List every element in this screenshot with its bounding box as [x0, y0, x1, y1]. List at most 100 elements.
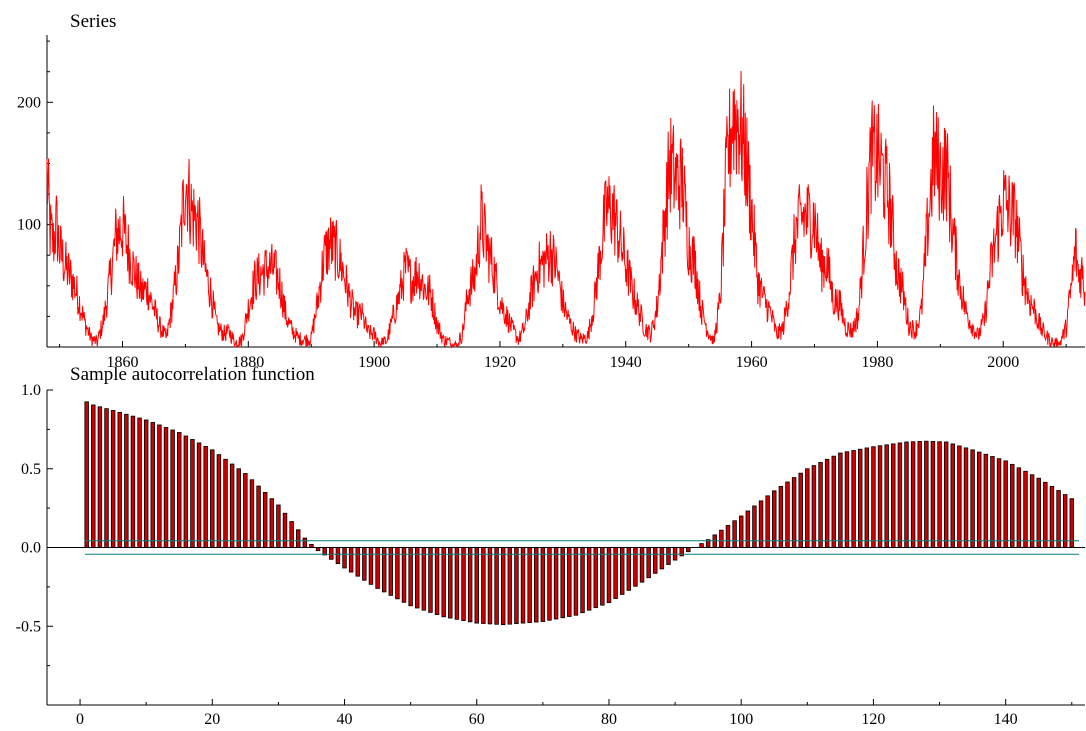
- acf-bar: [467, 547, 473, 623]
- acf-bar: [183, 435, 189, 548]
- acf-bar: [891, 443, 896, 548]
- acf-bar: [943, 441, 949, 548]
- acf-bar: [527, 547, 532, 623]
- acf-bar: [600, 547, 605, 606]
- acf-x-tick-label: 0: [76, 711, 84, 728]
- acf-bar: [520, 547, 526, 624]
- acf-bar: [686, 547, 691, 553]
- acf-bar: [699, 543, 704, 548]
- acf-bar: [335, 547, 341, 565]
- acf-bar: [269, 498, 275, 548]
- acf-bar: [851, 450, 856, 548]
- acf-bar: [1069, 498, 1074, 548]
- acf-bar: [302, 537, 308, 548]
- acf-bar: [798, 472, 803, 548]
- acf-bar: [785, 481, 790, 548]
- acf-bar: [289, 521, 294, 548]
- acf-bar: [553, 547, 559, 620]
- acf-bar: [547, 547, 552, 621]
- acf-bar: [772, 490, 777, 548]
- acf-bar: [130, 415, 136, 548]
- acf-bar: [282, 512, 288, 548]
- acf-bar: [117, 411, 122, 548]
- acf-bar: [738, 515, 744, 548]
- acf-bar: [857, 448, 863, 548]
- acf-bar: [157, 424, 162, 548]
- acf-x-tick-label: 20: [204, 711, 220, 728]
- acf-bar: [824, 458, 830, 548]
- acf-bar: [262, 491, 268, 548]
- acf-bar: [104, 408, 109, 548]
- series-x-tick-label: 1920: [484, 354, 516, 371]
- acf-bar: [368, 547, 374, 585]
- acf-bar: [143, 419, 149, 548]
- acf-bar: [97, 406, 103, 548]
- series-x-tick-label: 1860: [106, 354, 138, 371]
- series-title: Series: [70, 11, 116, 32]
- acf-bar: [910, 441, 916, 548]
- acf-bar: [296, 529, 301, 548]
- acf-x-tick-label: 40: [337, 711, 353, 728]
- acf-bar: [163, 427, 169, 548]
- acf-bar: [957, 445, 962, 548]
- series-x-tick-label: 1940: [610, 354, 642, 371]
- acf-bar: [930, 441, 936, 548]
- acf-bar: [613, 547, 618, 599]
- acf-bar: [838, 452, 843, 548]
- acf-bar: [567, 547, 572, 617]
- acf-bar: [639, 547, 645, 583]
- acf-y-tick-label: -0.5: [16, 618, 41, 635]
- acf-bar: [229, 463, 235, 548]
- acf-bar: [1010, 463, 1015, 548]
- acf-bar: [329, 547, 334, 560]
- acf-bar: [494, 547, 499, 625]
- acf-bar: [408, 547, 413, 607]
- acf-bar: [983, 453, 989, 548]
- acf-bar: [573, 547, 579, 616]
- acf-ticks: 0 20 40 60 80 100 120 140 1.0 0.5 0.0 -0.5: [16, 382, 1073, 728]
- acf-bar: [481, 547, 486, 624]
- acf-bar: [348, 547, 354, 573]
- acf-reference-lines: [47, 540, 1085, 555]
- acf-bar: [904, 441, 909, 548]
- acf-bar: [719, 529, 724, 548]
- acf-bar: [924, 440, 929, 548]
- acf-bar: [1003, 460, 1008, 548]
- acf-bar: [507, 547, 513, 625]
- acf-bar: [243, 473, 248, 548]
- acf-bar: [666, 547, 671, 565]
- acf-bar: [91, 404, 96, 548]
- series-line: [46, 70, 1086, 349]
- acf-x-tick-label: 140: [994, 711, 1018, 728]
- acf-bar: [84, 401, 89, 548]
- acf-bar: [190, 439, 195, 548]
- acf-bar: [1062, 494, 1068, 548]
- acf-bar: [249, 479, 255, 548]
- acf-bar: [196, 442, 202, 548]
- acf-bar: [1056, 490, 1061, 548]
- acf-bar: [124, 413, 129, 548]
- acf-title: Sample autocorrelation function: [70, 364, 315, 385]
- acf-bar: [434, 547, 440, 615]
- acf-bar: [500, 547, 506, 626]
- acf-bar: [560, 547, 565, 619]
- acf-bar: [170, 429, 175, 548]
- acf-bar: [401, 547, 407, 603]
- acf-bar: [831, 455, 836, 548]
- acf-bar: [606, 547, 612, 604]
- series-y-tick-label: 100: [17, 217, 41, 234]
- acf-bar: [150, 422, 156, 548]
- acf-bar: [917, 441, 922, 548]
- series-ticks: 1860 1880 1900 1920 1940 1960 1980 2000 100 200: [17, 40, 1067, 371]
- acf-bar: [586, 547, 592, 611]
- acf-bar: [1029, 474, 1035, 548]
- acf-bar: [362, 547, 367, 581]
- acf-bar: [415, 547, 420, 609]
- acf-bar: [421, 547, 427, 611]
- series-x-tick-label: 1980: [861, 354, 893, 371]
- acf-bar: [818, 462, 823, 548]
- acf-bar: [203, 445, 208, 548]
- acf-bar: [633, 547, 638, 587]
- acf-bar: [110, 410, 116, 548]
